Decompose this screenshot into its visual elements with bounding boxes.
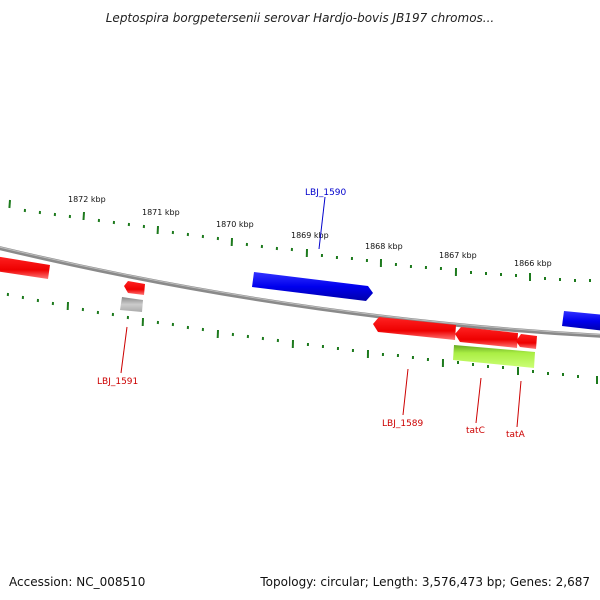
map-title: Leptospira borgpetersenii serovar Hardjo…: [105, 11, 495, 25]
gene-label-tata[interactable]: tatA: [506, 430, 526, 440]
leader-line-tata: [516, 380, 522, 428]
gene-lbj-1589-arrow[interactable]: [373, 317, 456, 340]
gene-label-lbj-1590[interactable]: LBJ_1590: [305, 188, 347, 198]
scale-label: 1867 kbp: [439, 251, 477, 260]
scale-label: 1866 kbp: [514, 259, 552, 268]
gene-labels: LBJ_1590 LBJ_1591 LBJ_1589 tatC tatA: [97, 188, 526, 440]
scale-label: 1871 kbp: [142, 208, 180, 217]
gene-label-lbj-1589[interactable]: LBJ_1589: [382, 419, 424, 429]
leader-line-lbj-1590: [318, 196, 326, 250]
gene-label-lbj-1591[interactable]: LBJ_1591: [97, 377, 138, 387]
scale-label: 1869 kbp: [291, 231, 329, 240]
forward-strand-genes: [252, 272, 600, 331]
leader-line-lbj-1589: [402, 368, 409, 416]
accession-label: Accession: NC_008510: [9, 575, 146, 589]
backbone-highlight: [0, 246, 600, 336]
gene-tatc-arrow[interactable]: [455, 327, 518, 348]
scale-labels: 1872 kbp 1871 kbp 1870 kbp 1869 kbp 1868…: [68, 195, 552, 268]
gene-tata-arrow[interactable]: [516, 334, 537, 349]
leader-line-lbj-1591: [120, 326, 128, 374]
gene-arrow[interactable]: [562, 311, 600, 331]
outer-scale-ticks: [8, 199, 591, 282]
gene-label-tatc[interactable]: tatC: [466, 426, 485, 436]
highlighted-gene-bar[interactable]: [453, 345, 535, 368]
gene-label-leaders: [120, 196, 522, 428]
gene-arrow[interactable]: [0, 256, 50, 279]
gene-lbj-1590-arrow[interactable]: [252, 272, 373, 301]
scale-label: 1872 kbp: [68, 195, 106, 204]
scale-major-tick: [82, 211, 85, 221]
leader-line-tatc: [475, 377, 482, 424]
reverse-strand-genes: [0, 256, 537, 368]
genome-summary: Topology: circular; Length: 3,576,473 bp…: [260, 575, 590, 589]
scale-label: 1868 kbp: [365, 242, 403, 251]
scale-label: 1870 kbp: [216, 220, 254, 229]
pseudo-gene-arrow[interactable]: [120, 297, 143, 312]
chromosome-backbone: [0, 246, 600, 338]
gene-lbj-1591-arrow[interactable]: [124, 281, 145, 295]
inner-scale-ticks: [6, 292, 598, 384]
scale-major-tick: [8, 199, 11, 209]
